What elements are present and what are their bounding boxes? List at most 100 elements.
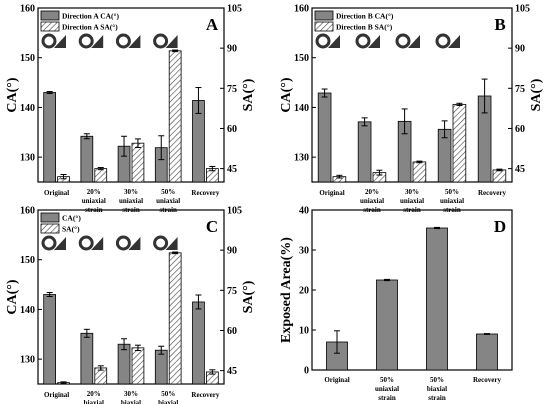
x-tick-label: 30% (124, 390, 138, 398)
error-bar (209, 369, 216, 375)
droplet-circle (78, 235, 94, 251)
x-tick-label: 30% (124, 188, 138, 196)
error-bar (376, 169, 383, 176)
y-tick-label: 160 (20, 4, 35, 15)
x-tick-label: 50% (161, 390, 175, 398)
x-tick-label: strain (428, 394, 446, 402)
legend: Direction B CA(°) Direction B SA(°) (314, 10, 394, 32)
tilted-surface (91, 237, 104, 250)
bar-sa (412, 161, 427, 183)
x-tick-label: uniaxial (440, 197, 464, 205)
droplet-circle (115, 33, 131, 49)
x-tick-label: biaxial (158, 399, 178, 404)
y-tick-label: 0 (304, 366, 309, 377)
error-bar (484, 333, 490, 335)
y-tick-label: 150 (294, 53, 309, 64)
bar-sa (168, 252, 182, 385)
error-bar (434, 226, 440, 230)
legend-label: Direction A SA(°) (62, 23, 118, 32)
y2-tick-label: 45 (515, 164, 525, 175)
error-bar (209, 165, 216, 172)
error-bar (83, 133, 90, 140)
tilted-surface (165, 237, 178, 250)
droplet-circle (153, 235, 169, 251)
error-bar (416, 160, 423, 164)
x-tick-label: Recovery (473, 376, 501, 384)
tilted-surface (91, 35, 104, 48)
y2-tick-label: 105 (227, 4, 242, 15)
y2-tick-label: 45 (227, 164, 237, 175)
y-tick-label: 130 (20, 153, 35, 164)
error-bar (60, 381, 67, 384)
error-bar (134, 344, 141, 352)
x-tick-label: biaxial (121, 399, 141, 404)
tilted-surface (165, 35, 178, 48)
legend: Direction A CA(°) Direction A SA(°) (40, 10, 120, 32)
error-bar (97, 167, 104, 171)
y-tick-label: 140 (20, 305, 35, 316)
plot-frame (37, 7, 225, 183)
legend: CA(°) SA(°) (40, 212, 81, 234)
droplet-icon (355, 33, 380, 49)
legend-swatch (40, 212, 60, 223)
error-bar (97, 365, 104, 371)
droplet-icon (153, 235, 178, 251)
tilted-surface (368, 35, 380, 48)
y2-tick-label: 105 (227, 206, 242, 217)
plot-frame (37, 209, 225, 385)
y2-tick-label: 60 (227, 124, 237, 135)
bar-sa (492, 169, 507, 183)
panel-label: C (206, 217, 218, 236)
droplet-icon (153, 33, 178, 49)
tilted-surface (328, 35, 340, 48)
droplet-circle (435, 33, 451, 49)
x-tick-label: uniaxial (119, 197, 143, 205)
bar-exposed-area (476, 333, 498, 371)
y2-axis-label: SA(°) (241, 78, 256, 111)
panel-label: A (206, 15, 219, 34)
error-bar (361, 117, 368, 127)
x-tick-label: uniaxial (82, 197, 106, 205)
y2-tick-label: 105 (515, 4, 530, 15)
error-bar (83, 328, 90, 338)
y2-tick-label: 60 (227, 326, 237, 337)
droplet-circle (315, 33, 331, 49)
chart-panel-A: 130 140 150 160 45 60 75 90 105 CA(°) SA(°) A Direct… (5, 4, 256, 215)
y-tick-label: 150 (20, 255, 35, 266)
bar-ca (43, 92, 56, 183)
y-axis-label: Exposed Area(%) (279, 237, 294, 343)
legend-label: Direction B CA(°) (336, 12, 394, 21)
error-bar (158, 135, 165, 161)
droplet-icon (435, 33, 460, 49)
bar-exposed-area (376, 279, 398, 371)
error-bar (481, 78, 488, 114)
legend-label: CA(°) (62, 214, 81, 223)
legend-label: SA(°) (62, 225, 80, 234)
error-bar (456, 102, 463, 106)
bar-ca (80, 135, 94, 183)
droplet-icon (315, 33, 340, 49)
x-tick-label: uniaxial (156, 197, 180, 205)
droplet-icon (78, 235, 104, 251)
error-bar (46, 292, 53, 298)
x-tick-label: Original (44, 391, 69, 399)
tilted-surface (54, 237, 66, 250)
droplet-circle (41, 33, 57, 49)
tilted-surface (128, 237, 141, 250)
droplet-circle (395, 33, 411, 49)
x-tick-label: 50% (430, 376, 444, 384)
x-tick-label: 30% (405, 188, 419, 196)
y-tick-label: 160 (20, 206, 35, 217)
x-tick-label: uniaxial (360, 197, 384, 205)
y2-axis-label: SA(°) (241, 280, 256, 313)
droplet-icon (78, 33, 104, 49)
tilted-surface (448, 35, 460, 48)
droplet-circle (115, 235, 131, 251)
error-bar (195, 87, 202, 114)
error-bar (134, 138, 141, 148)
x-tick-label: 50% (445, 188, 459, 196)
bar-sa (452, 103, 467, 183)
x-tick-label: biaxial (427, 385, 447, 393)
droplet-icon (41, 33, 66, 49)
